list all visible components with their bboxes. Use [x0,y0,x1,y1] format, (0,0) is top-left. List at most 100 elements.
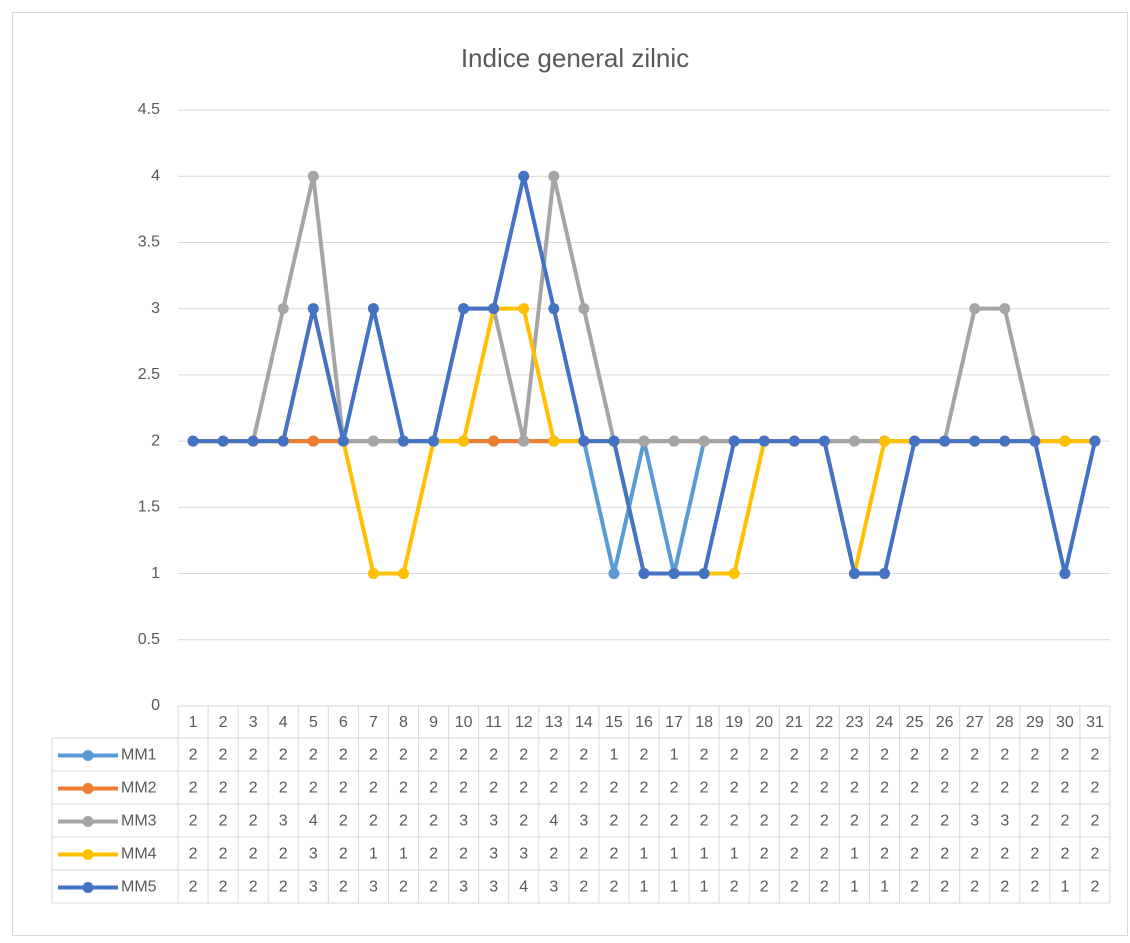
table-value: 2 [609,846,618,863]
table-value: 2 [640,780,649,797]
legend-marker [82,849,94,860]
point [939,435,951,447]
table-value: 2 [910,780,919,797]
point [638,568,650,580]
table-value: 2 [429,813,438,830]
table-value: 2 [1000,747,1009,764]
table-value: 2 [249,780,258,797]
table-value: 2 [640,813,649,830]
legend-marker [82,783,94,794]
point [638,435,650,447]
table-value: 2 [429,879,438,896]
x-tick-label: 2 [219,714,228,731]
table-value: 2 [219,813,228,830]
x-tick-label: 24 [876,714,894,731]
table-value: 2 [850,813,859,830]
table-value: 2 [1030,813,1039,830]
y-tick-label: 1.5 [138,499,160,516]
point [608,568,620,580]
table-value: 2 [279,879,288,896]
table-value: 2 [1091,780,1100,797]
table-value: 2 [579,747,588,764]
table-value: 2 [429,846,438,863]
table-value: 2 [970,846,979,863]
y-tick-label: 3.5 [138,234,160,251]
table-value: 2 [399,780,408,797]
table-value: 2 [730,780,739,797]
table-value: 2 [489,780,498,797]
point [307,435,319,447]
table-value: 2 [189,747,198,764]
point [999,303,1011,315]
table-value: 3 [489,846,498,863]
x-tick-label: 10 [455,714,473,731]
table-value: 1 [700,846,709,863]
table-value: 2 [219,747,228,764]
table-value: 2 [850,780,859,797]
y-tick-label: 2 [151,432,160,449]
table-value: 2 [790,879,799,896]
point [458,435,470,447]
point [818,435,830,447]
table-value: 2 [1000,780,1009,797]
table-value: 2 [399,747,408,764]
table-value: 1 [850,879,859,896]
point [367,303,379,315]
x-tick-label: 23 [846,714,864,731]
point [307,170,319,182]
x-tick-label: 26 [936,714,954,731]
x-tick-label: 9 [429,714,438,731]
point [728,435,740,447]
table-value: 2 [1060,813,1069,830]
point [1059,435,1071,447]
table-value: 2 [790,780,799,797]
x-tick-label: 30 [1056,714,1074,731]
point [247,435,259,447]
table-value: 2 [850,747,859,764]
x-tick-label: 17 [665,714,683,731]
table-value: 2 [910,747,919,764]
table-value: 2 [219,780,228,797]
chart-border [12,12,1128,936]
x-tick-label: 19 [725,714,743,731]
table-value: 2 [730,747,739,764]
x-tick-label: 7 [369,714,378,731]
point [668,568,680,580]
legend-label: MM3 [121,813,157,830]
x-tick-label: 25 [906,714,924,731]
point [518,303,530,315]
table-value: 3 [489,813,498,830]
point [548,435,560,447]
table-value: 4 [519,879,528,896]
table-value: 2 [459,747,468,764]
point [1029,435,1041,447]
table-value: 4 [549,813,558,830]
table-value: 3 [309,846,318,863]
table-value: 2 [970,879,979,896]
table-value: 2 [940,879,949,896]
point [488,303,500,315]
x-tick-label: 4 [279,714,288,731]
legend-label: MM2 [121,780,157,797]
table-value: 2 [760,747,769,764]
x-tick-label: 16 [635,714,653,731]
table-value: 2 [640,747,649,764]
table-value: 2 [1030,780,1039,797]
table-value: 2 [399,813,408,830]
table-value: 2 [309,747,318,764]
table-value: 3 [970,813,979,830]
legend-label: MM4 [121,846,157,863]
x-tick-label: 12 [515,714,533,731]
table-value: 2 [189,846,198,863]
x-tick-label: 3 [249,714,258,731]
table-value: 1 [399,846,408,863]
y-tick-label: 2.5 [138,366,160,383]
table-value: 2 [1000,879,1009,896]
table-value: 2 [1030,747,1039,764]
point [397,568,409,580]
table-value: 2 [279,780,288,797]
table-value: 2 [1060,846,1069,863]
table-value: 2 [339,747,348,764]
x-tick-label: 6 [339,714,348,731]
table-value: 2 [489,747,498,764]
